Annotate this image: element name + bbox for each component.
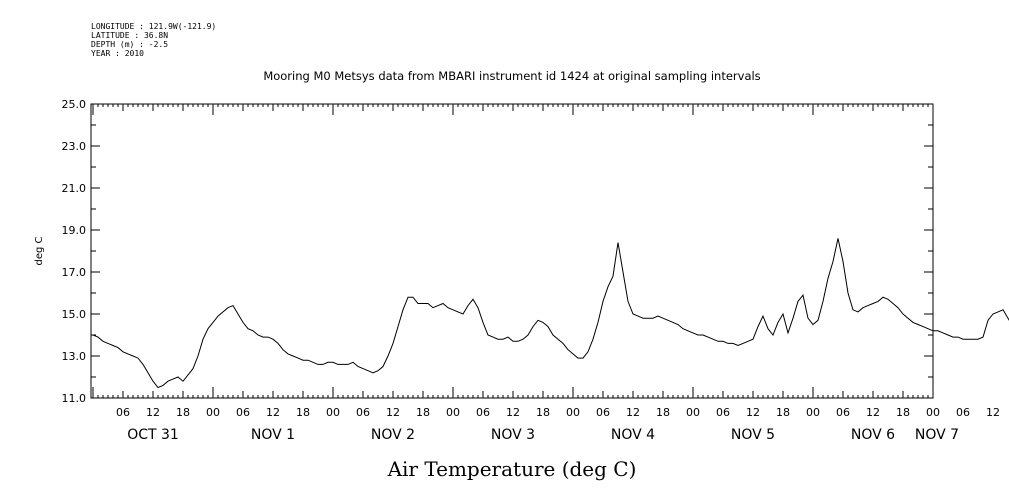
hour-tick-label: 00 bbox=[566, 406, 580, 419]
hour-tick-label: 06 bbox=[716, 406, 730, 419]
plot-frame bbox=[90, 103, 934, 399]
hour-tick-label: 00 bbox=[446, 406, 460, 419]
date-tick-label: NOV 3 bbox=[491, 427, 535, 443]
y-tick-label: 13.0 bbox=[62, 350, 87, 363]
y-tick-label: 11.0 bbox=[62, 392, 87, 405]
hour-tick-label: 18 bbox=[896, 406, 910, 419]
x-axis-label: Air Temperature (deg C) bbox=[387, 457, 637, 481]
hour-tick-label: 18 bbox=[776, 406, 790, 419]
date-tick-label: NOV 7 bbox=[915, 427, 959, 443]
hour-tick-label: 18 bbox=[416, 406, 430, 419]
chart-title: Mooring M0 Metsys data from MBARI instru… bbox=[263, 69, 760, 83]
y-tick-label: 19.0 bbox=[62, 224, 87, 237]
date-tick-label: NOV 2 bbox=[371, 427, 415, 443]
hour-tick-label: 12 bbox=[986, 406, 1000, 419]
y-tick-label: 21.0 bbox=[62, 182, 87, 195]
hour-tick-label: 18 bbox=[296, 406, 310, 419]
hour-tick-label: 06 bbox=[236, 406, 250, 419]
hour-tick-label: 12 bbox=[266, 406, 280, 419]
date-tick-label: NOV 6 bbox=[851, 427, 895, 443]
hour-tick-label: 12 bbox=[866, 406, 880, 419]
longitude-line: LONGITUDE : 121.9W(-121.9) bbox=[91, 22, 217, 31]
hour-tick-label: 06 bbox=[836, 406, 850, 419]
hour-tick-label: 06 bbox=[476, 406, 490, 419]
y-tick-label: 23.0 bbox=[62, 140, 87, 153]
y-axis-label: deg C bbox=[34, 236, 45, 265]
date-tick-label: NOV 1 bbox=[251, 427, 295, 443]
date-tick-label: OCT 31 bbox=[127, 427, 179, 443]
date-tick-label: NOV 4 bbox=[611, 427, 655, 443]
hour-tick-label: 18 bbox=[656, 406, 670, 419]
hour-tick-label: 18 bbox=[536, 406, 550, 419]
latitude-line: LATITUDE : 36.8N bbox=[91, 31, 169, 40]
hour-tick-label: 06 bbox=[596, 406, 610, 419]
hour-tick-label: 00 bbox=[206, 406, 220, 419]
depth-line: DEPTH (m) : -2.5 bbox=[91, 40, 169, 49]
hour-tick-label: 00 bbox=[326, 406, 340, 419]
hour-tick-label: 12 bbox=[626, 406, 640, 419]
air-temperature-line bbox=[92, 238, 1009, 389]
hour-tick-label: 00 bbox=[806, 406, 820, 419]
hour-tick-label: 12 bbox=[746, 406, 760, 419]
hour-tick-label: 06 bbox=[956, 406, 970, 419]
y-tick-label: 15.0 bbox=[62, 308, 87, 321]
hour-tick-label: 12 bbox=[506, 406, 520, 419]
hour-tick-label: 06 bbox=[116, 406, 130, 419]
hour-tick-label: 18 bbox=[176, 406, 190, 419]
hour-tick-label: 12 bbox=[146, 406, 160, 419]
axes-group: 11.0 13.0 15.0 17.0 19.0 21.0 23.0 25.0 06 12 18 00… bbox=[62, 98, 1001, 443]
year-line: YEAR : 2010 bbox=[91, 49, 144, 58]
hour-tick-label: 00 bbox=[686, 406, 700, 419]
y-tick-label: 17.0 bbox=[62, 266, 87, 279]
hour-tick-label: 06 bbox=[356, 406, 370, 419]
hour-tick-label: 12 bbox=[386, 406, 400, 419]
hour-tick-label: 00 bbox=[926, 406, 940, 419]
dataset-metadata: LONGITUDE : 121.9W(-121.9) LATITUDE : 36… bbox=[91, 22, 216, 58]
date-tick-label: NOV 5 bbox=[731, 427, 775, 443]
y-tick-label: 25.0 bbox=[62, 98, 87, 111]
